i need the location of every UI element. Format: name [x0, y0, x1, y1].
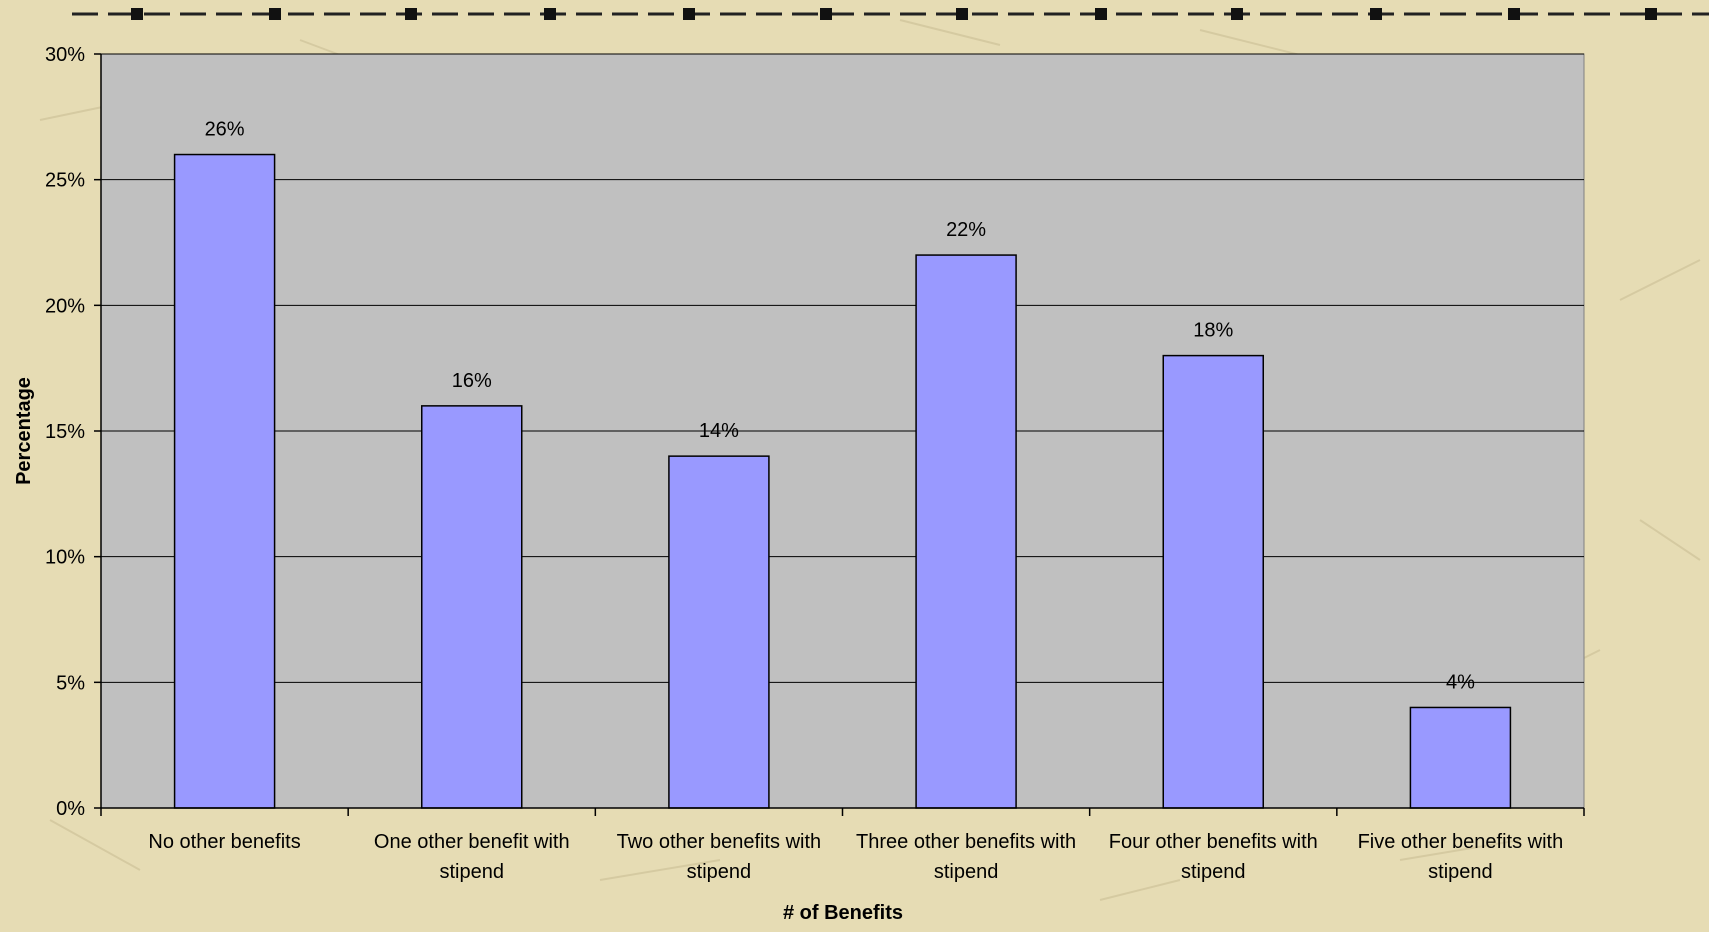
bar: [915, 254, 1017, 809]
border-square: [1370, 8, 1382, 20]
texture-stroke: [899, 19, 1001, 46]
data-label: 14%: [699, 420, 739, 442]
y-tick-label: 5%: [56, 672, 85, 694]
border-square: [683, 8, 695, 20]
data-labels: 26% 16% 14% 22% 18% 4%: [205, 119, 1476, 694]
data-label: 18%: [1193, 320, 1233, 342]
x-tick-label: Five other benefits with stipend: [1358, 831, 1564, 883]
decorative-dashed-border: [72, 8, 1709, 20]
bar: [1162, 354, 1264, 809]
data-label: 26%: [205, 119, 245, 141]
border-square: [1508, 8, 1520, 20]
texture-stroke: [1399, 839, 1521, 861]
x-tick-label-line: No other benefits: [148, 831, 300, 853]
border-square: [405, 8, 417, 20]
y-tick-labels: 0% 5% 10% 15% 20% 25% 30%: [45, 44, 85, 820]
x-tick-label: Three other benefits with stipend: [856, 831, 1076, 883]
bars: [173, 153, 1512, 809]
x-tick-label: No other benefits: [148, 831, 300, 853]
bar: [421, 405, 523, 809]
y-tick-label: 15%: [45, 421, 85, 443]
texture-stroke: [1639, 519, 1701, 561]
x-tick-label-line: Two other benefits with: [617, 831, 822, 853]
data-label: 4%: [1446, 671, 1475, 693]
x-tick-label-line: Four other benefits with: [1109, 831, 1318, 853]
x-axis-title: # of Benefits: [783, 902, 903, 924]
bar: [668, 455, 770, 809]
border-square: [1095, 8, 1107, 20]
border-square: [131, 8, 143, 20]
data-label: 22%: [946, 219, 986, 241]
border-square: [544, 8, 556, 20]
y-tick-label: 10%: [45, 547, 85, 569]
x-tick-label: Four other benefits with stipend: [1109, 831, 1318, 883]
texture-stroke: [1099, 879, 1181, 901]
texture-stroke: [49, 819, 141, 871]
border-square: [820, 8, 832, 20]
y-tick-label: 30%: [45, 44, 85, 66]
border-square: [956, 8, 968, 20]
border-square: [1231, 8, 1243, 20]
x-tick-label: Two other benefits with stipend: [617, 831, 822, 883]
x-tick-label-line: stipend: [934, 861, 999, 883]
x-tick-label-line: stipend: [687, 861, 752, 883]
bar: [173, 153, 276, 809]
bar: [1409, 706, 1512, 809]
data-label: 16%: [452, 370, 492, 392]
x-tick-label-line: stipend: [440, 861, 505, 883]
border-square: [269, 8, 281, 20]
y-axis-title: Percentage: [13, 377, 35, 485]
texture-stroke: [599, 859, 721, 881]
gridlines: [101, 53, 1584, 683]
y-tick-label: 25%: [45, 170, 85, 192]
x-tick-label-line: One other benefit with: [374, 831, 570, 853]
x-tick-label-line: stipend: [1181, 861, 1246, 883]
texture-stroke: [1619, 259, 1701, 301]
x-tick-label-line: Five other benefits with: [1358, 831, 1564, 853]
border-square: [1645, 8, 1657, 20]
x-tick-label: One other benefit with stipend: [374, 831, 570, 883]
y-tick-label: 0%: [56, 798, 85, 820]
x-tick-label-line: stipend: [1428, 861, 1493, 883]
axes: [94, 53, 1585, 816]
x-tick-labels: No other benefits One other benefit with s…: [148, 831, 1563, 883]
y-tick-label: 20%: [45, 295, 85, 317]
x-tick-label-line: Three other benefits with: [856, 831, 1076, 853]
